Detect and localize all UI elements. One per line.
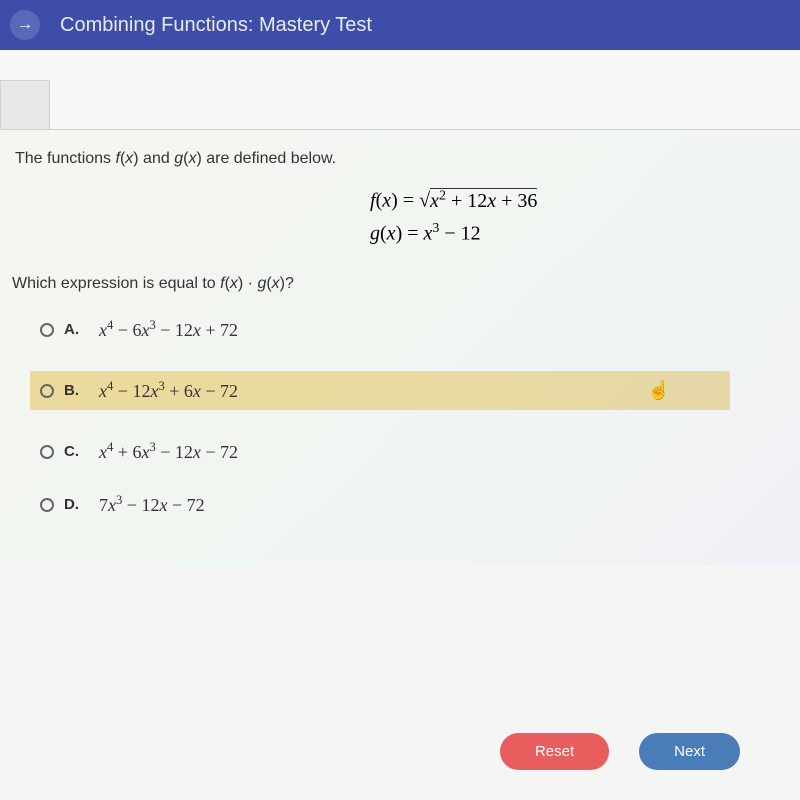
radio-icon[interactable] [40, 498, 54, 512]
option-expression: x4 + 6x3 − 12x − 72 [99, 440, 238, 463]
option-d[interactable]: D. 7x3 − 12x − 72 [40, 493, 790, 516]
intro-text: The functions f(x) and g(x) are defined … [10, 150, 790, 168]
equation-f: f(x) = √x2 + 12x + 36 [370, 188, 790, 213]
option-expression: x4 − 6x3 − 12x + 72 [99, 318, 238, 341]
question-content: The functions f(x) and g(x) are defined … [0, 130, 800, 566]
option-expression: x4 − 12x3 + 6x − 72 [99, 379, 238, 402]
equations-block: f(x) = √x2 + 12x + 36 g(x) = x3 − 12 [10, 188, 790, 245]
toolbar [0, 50, 800, 130]
radio-icon[interactable] [40, 445, 54, 459]
option-label: B. [64, 382, 84, 399]
radio-icon[interactable] [40, 323, 54, 337]
action-buttons: Reset Next [500, 733, 740, 770]
equation-g: g(x) = x3 − 12 [370, 221, 790, 246]
page-header: → Combining Functions: Mastery Test [0, 0, 800, 50]
option-b[interactable]: B. x4 − 12x3 + 6x − 72 ☝ [30, 371, 730, 410]
option-c[interactable]: C. x4 + 6x3 − 12x − 72 [40, 440, 790, 463]
option-expression: 7x3 − 12x − 72 [99, 493, 205, 516]
option-a[interactable]: A. x4 − 6x3 − 12x + 72 [40, 318, 790, 341]
page-title: Combining Functions: Mastery Test [60, 14, 372, 37]
option-label: D. [64, 496, 84, 513]
toolbar-tool[interactable] [0, 80, 50, 130]
pointer-cursor-icon: ☝ [648, 380, 670, 401]
option-label: C. [64, 443, 84, 460]
nav-forward-icon[interactable]: → [10, 10, 40, 40]
next-button[interactable]: Next [639, 733, 740, 770]
radio-icon[interactable] [40, 384, 54, 398]
options-list: A. x4 − 6x3 − 12x + 72 B. x4 − 12x3 + 6x… [10, 318, 790, 516]
option-label: A. [64, 321, 84, 338]
reset-button[interactable]: Reset [500, 733, 609, 770]
question-text: Which expression is equal to f(x) · g(x)… [10, 275, 790, 293]
